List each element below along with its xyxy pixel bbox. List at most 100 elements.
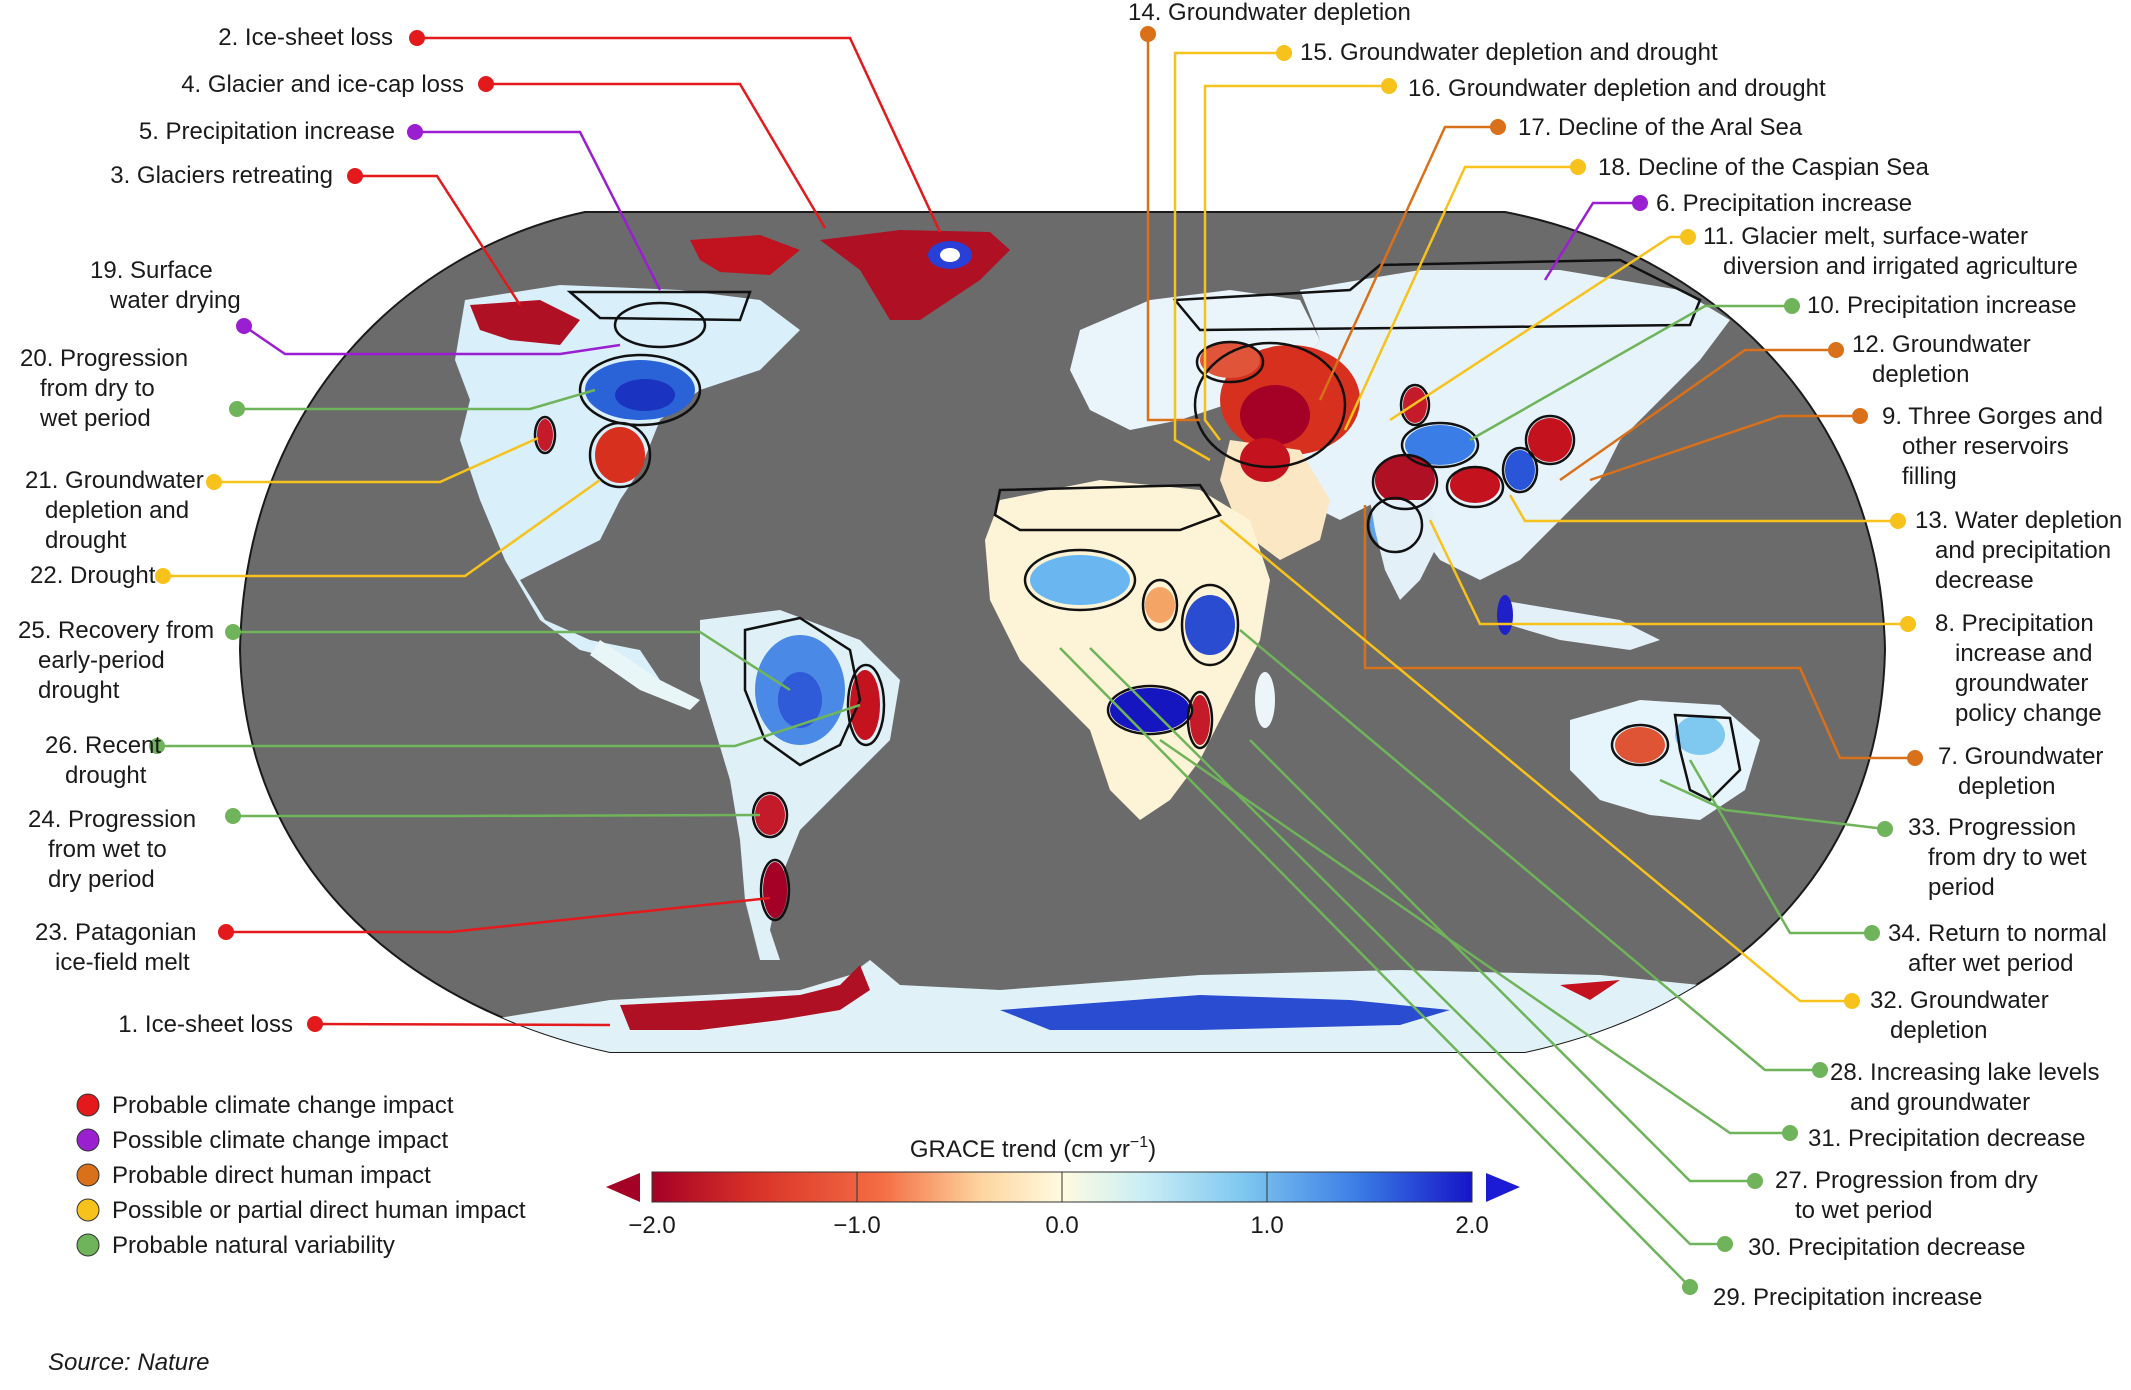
annotation-dot-33 bbox=[1877, 821, 1893, 837]
annotation-label-13: 13. Water depletion and precipitation decr… bbox=[1915, 507, 2122, 594]
annotation-dot-5 bbox=[407, 124, 423, 140]
leader-line-1 bbox=[314, 1022, 611, 1027]
legend-label: Probable climate change impact bbox=[112, 1092, 454, 1119]
leader-line-22 bbox=[163, 478, 601, 578]
annotation-dot-29 bbox=[1682, 1279, 1698, 1295]
annotation-dot-1 bbox=[307, 1016, 323, 1032]
annotation-label-29: 29. Precipitation increase bbox=[1713, 1284, 1982, 1311]
leader-line-6 bbox=[1543, 201, 1640, 281]
leader-line-20 bbox=[237, 388, 596, 411]
region-outlines bbox=[533, 258, 1742, 922]
annotation-label-8: 8. Precipitation increase and groundwater p… bbox=[1935, 610, 2102, 727]
annotation-dot-18 bbox=[1570, 159, 1586, 175]
annotation-dot-19 bbox=[236, 318, 252, 334]
annotation-label-4: 4. Glacier and ice-cap loss bbox=[181, 71, 464, 98]
annotation-dot-25 bbox=[225, 624, 241, 640]
annotation-label-25: 25. Recovery from early-period drought bbox=[18, 617, 214, 704]
annotation-dot-20 bbox=[229, 401, 245, 417]
leader-line-29 bbox=[1059, 647, 1691, 1288]
legend-swatch-possible-climate bbox=[76, 1128, 100, 1152]
annotation-label-31: 31. Precipitation decrease bbox=[1808, 1125, 2086, 1152]
legend-swatch-possible-human bbox=[76, 1198, 100, 1222]
annotation-dot-6 bbox=[1632, 195, 1648, 211]
leader-line-2 bbox=[417, 36, 942, 233]
annotation-dot-21 bbox=[206, 474, 222, 490]
annotation-dot-11 bbox=[1680, 229, 1696, 245]
annotation-dot-10 bbox=[1784, 298, 1800, 314]
legend-label: Probable direct human impact bbox=[112, 1162, 431, 1189]
south-america bbox=[700, 610, 900, 960]
annotation-label-10: 10. Precipitation increase bbox=[1807, 292, 2076, 319]
leader-line-10 bbox=[1469, 304, 1792, 442]
annotation-dot-26 bbox=[149, 738, 165, 754]
annotation-label-32: 32. Groundwater depletion bbox=[1870, 987, 2049, 1044]
asia bbox=[1240, 270, 1730, 580]
annotation-dot-3 bbox=[347, 168, 363, 184]
annotation-label-30: 30. Precipitation decrease bbox=[1748, 1234, 2026, 1261]
leader-line-9 bbox=[1589, 414, 1860, 482]
annotation-label-14: 14. Groundwater depletion bbox=[1128, 0, 1411, 26]
annotation-dot-30 bbox=[1717, 1236, 1733, 1252]
annotation-dot-14 bbox=[1140, 26, 1156, 42]
leader-line-8 bbox=[1428, 519, 1908, 626]
annotation-dot-24 bbox=[225, 808, 241, 824]
annotation-dot-7 bbox=[1907, 750, 1923, 766]
leader-line-28 bbox=[1239, 629, 1820, 1072]
annotation-dot-34 bbox=[1864, 925, 1880, 941]
leader-line-7 bbox=[1363, 505, 1915, 760]
annotation-dot-8 bbox=[1900, 616, 1916, 632]
leader-line-3 bbox=[355, 174, 522, 306]
annotation-label-21: 21. Groundwater depletion and drought bbox=[25, 467, 204, 554]
legend-label: Probable natural variability bbox=[112, 1232, 395, 1259]
annotation-label-34: 34. Return to normal after wet period bbox=[1888, 920, 2107, 977]
leader-line-17 bbox=[1318, 125, 1498, 401]
legend-swatch-probable-climate bbox=[76, 1093, 100, 1117]
annotation-label-23: 23. Patagonian ice-field melt bbox=[35, 919, 196, 976]
annotation-label-28: 28. Increasing lake levels and groundwate… bbox=[1830, 1059, 2099, 1116]
annotation-label-26: 26. Recent drought bbox=[45, 732, 161, 789]
colorbar-high-arrow bbox=[1486, 1173, 1520, 1202]
legend-swatch-natural-variability bbox=[76, 1233, 100, 1257]
leader-line-33 bbox=[1659, 778, 1886, 831]
leader-line-30 bbox=[1089, 647, 1725, 1246]
legend: Probable climate change impact Possible c… bbox=[76, 1092, 526, 1259]
leader-line-16 bbox=[1203, 84, 1389, 441]
leader-line-18 bbox=[1343, 165, 1578, 431]
annotation-label-18: 18. Decline of the Caspian Sea bbox=[1598, 154, 1930, 181]
north-america bbox=[455, 285, 800, 680]
annotation-dot-31 bbox=[1782, 1125, 1798, 1141]
annotation-label-19: 19. Surface water drying bbox=[90, 257, 241, 314]
annotation-label-5: 5. Precipitation increase bbox=[139, 118, 395, 145]
annotation-labels: 1. Ice-sheet loss 2. Ice-sheet loss 3. Gla… bbox=[18, 0, 2122, 1311]
annotation-label-7: 7. Groundwater depletion bbox=[1938, 743, 2103, 800]
leader-line-21 bbox=[214, 436, 539, 484]
annotation-label-33: 33. Progression from dry to wet period bbox=[1908, 814, 2087, 901]
annotation-dot-22 bbox=[155, 568, 171, 584]
colorbar-tick-label: −1.0 bbox=[833, 1212, 880, 1239]
annotation-label-22: 22. Drought bbox=[30, 562, 156, 589]
leader-line-27 bbox=[1249, 739, 1755, 1183]
annotation-label-3: 3. Glaciers retreating bbox=[110, 162, 333, 189]
annotation-dot-16 bbox=[1381, 78, 1397, 94]
annotation-dot-32 bbox=[1844, 993, 1860, 1009]
annotation-label-6: 6. Precipitation increase bbox=[1656, 190, 1912, 217]
annotation-dot-12 bbox=[1828, 342, 1844, 358]
leader-line-31 bbox=[1159, 738, 1790, 1135]
annotation-label-1: 1. Ice-sheet loss bbox=[118, 1011, 293, 1038]
colorbar-tick-label: 1.0 bbox=[1250, 1212, 1283, 1239]
europe bbox=[1070, 290, 1320, 430]
annotation-dot-4 bbox=[478, 76, 494, 92]
source-credit: Source: Nature bbox=[48, 1349, 209, 1376]
leader-line-15 bbox=[1173, 51, 1284, 462]
annotation-label-27: 27. Progression from dry to wet period bbox=[1775, 1167, 2038, 1224]
annotation-leaders bbox=[149, 26, 1923, 1295]
leader-line-25 bbox=[233, 630, 791, 692]
annotation-label-12: 12. Groundwater depletion bbox=[1852, 331, 2031, 388]
legend-label: Possible or partial direct human impact bbox=[112, 1197, 526, 1224]
colorbar-low-arrow bbox=[606, 1173, 640, 1202]
annotation-dot-2 bbox=[409, 30, 425, 46]
leader-line-26 bbox=[157, 703, 861, 748]
colorbar: GRACE trend (cm yr−1) −2.0 −1.0 0.0 1.0 2.0 bbox=[606, 1134, 1520, 1239]
